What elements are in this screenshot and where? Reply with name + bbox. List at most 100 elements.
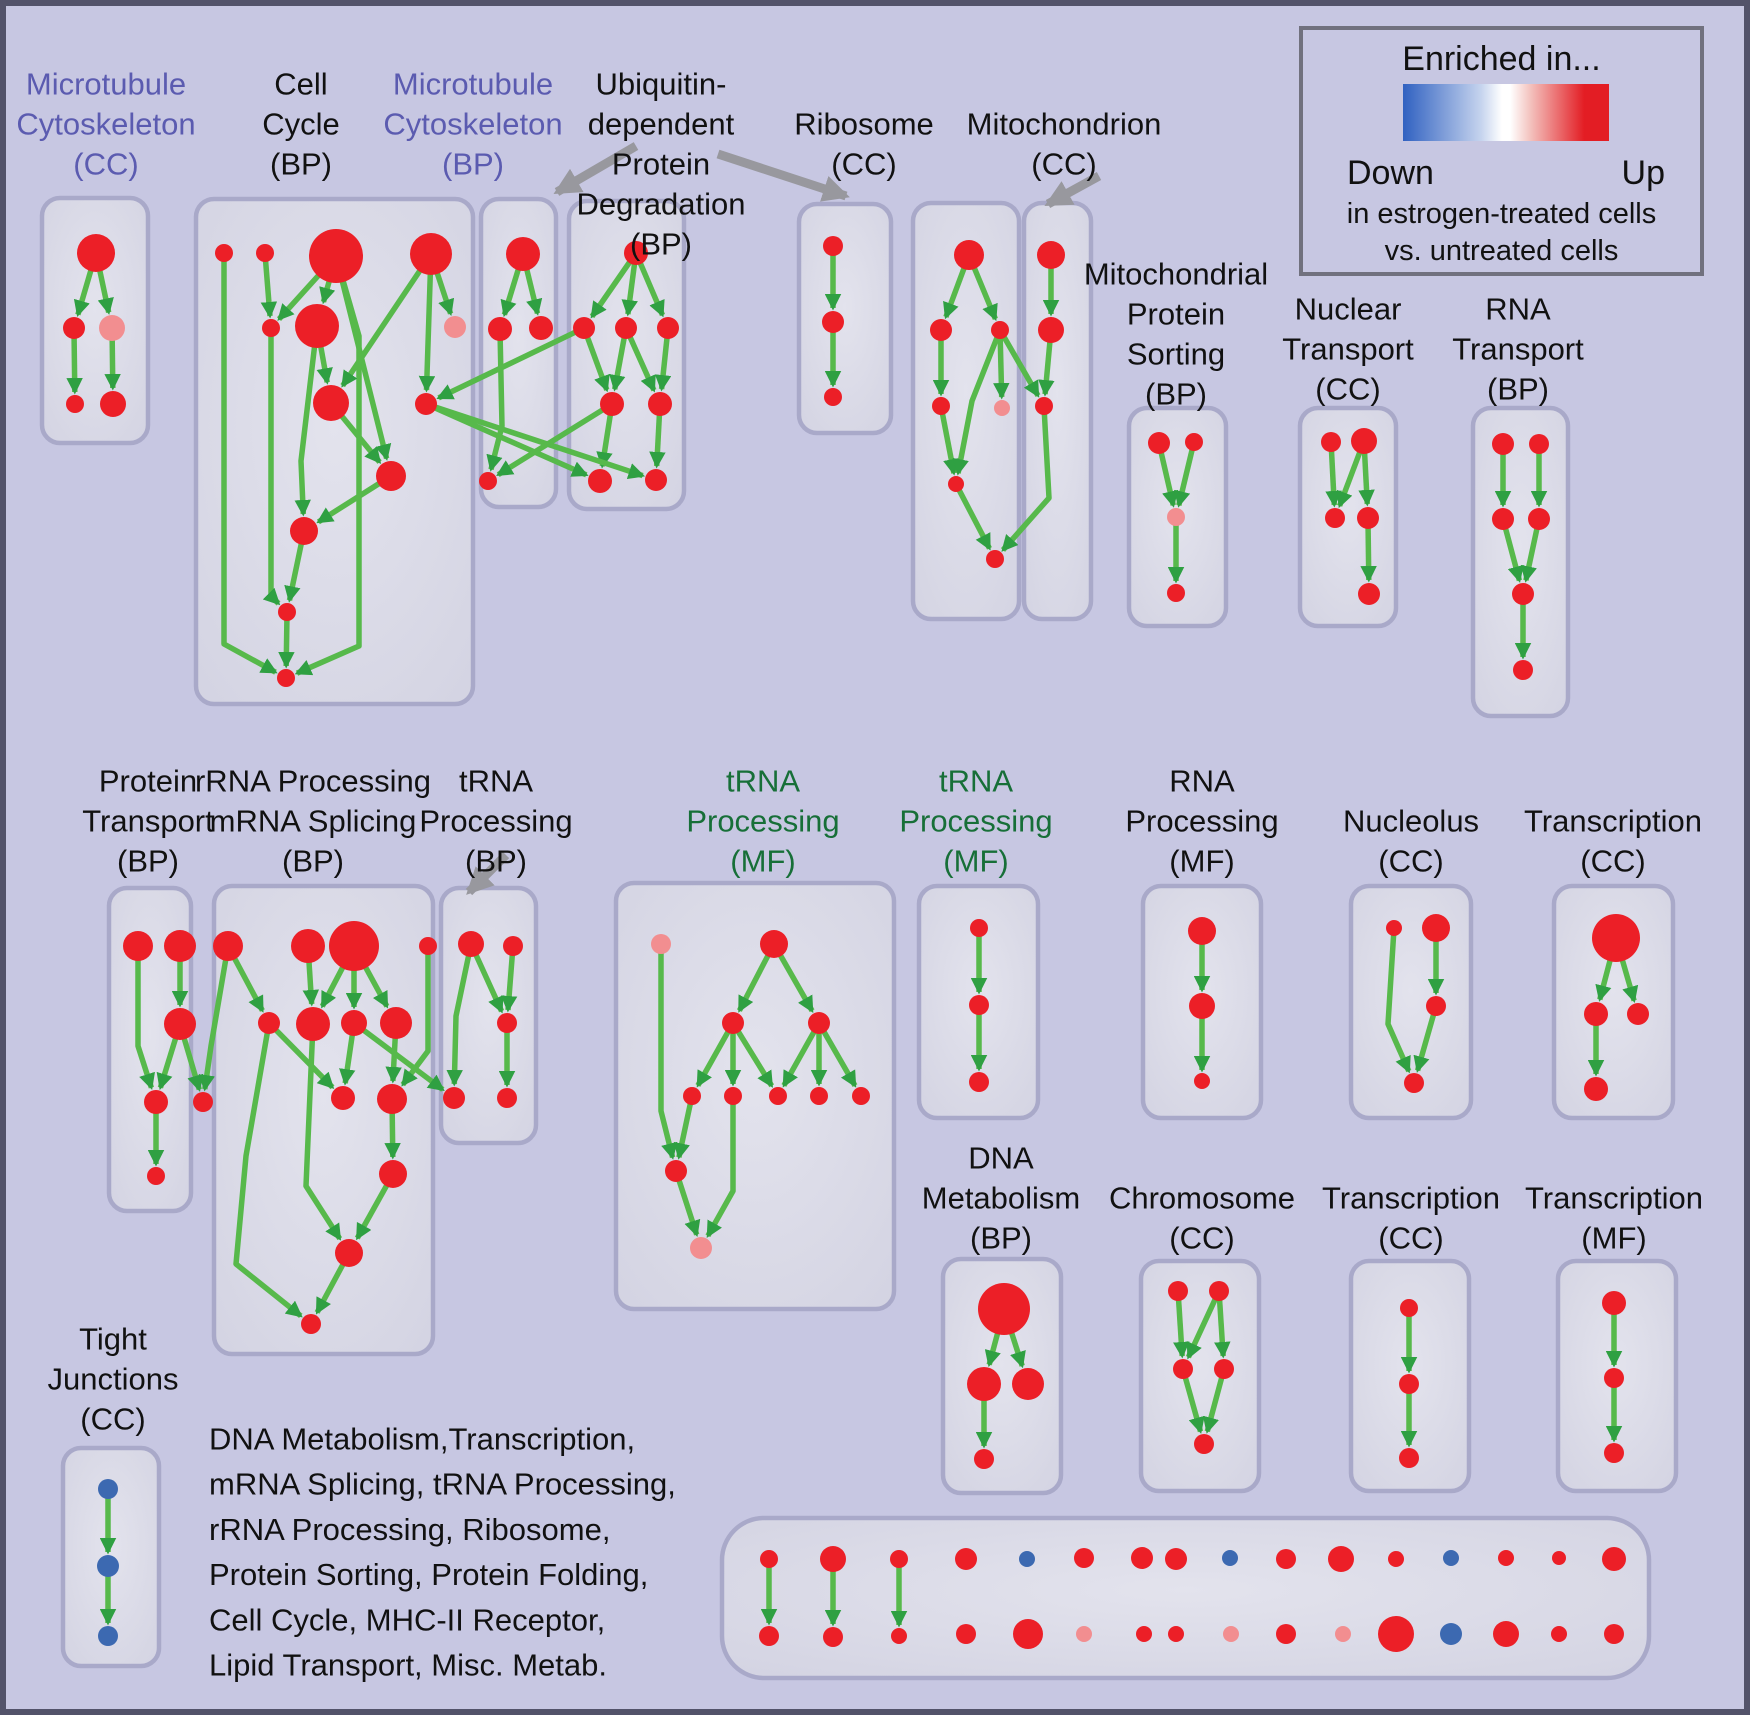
node-shared-misc-b9 [1223, 1626, 1239, 1642]
cluster-box-chromosome [1138, 1258, 1262, 1494]
edge-nucleolus-N1-N4 [1385, 934, 1412, 1074]
node-nucleolus-N2 [1422, 914, 1450, 942]
label-mito-sorting-line-3: Sorting [1127, 337, 1225, 372]
label-trna-mf-b-line-2: Processing [899, 804, 1052, 839]
node-cell-cycle-B [256, 244, 274, 262]
node-shared-misc-t12 [1388, 1551, 1404, 1567]
cluster-box-rrna [211, 883, 436, 1357]
cluster-box-dna-metabolism [940, 1256, 1064, 1496]
edge-rrna-L2-D1 [384, 1112, 401, 1160]
node-shared-misc-b14 [1493, 1621, 1519, 1647]
label-protein-transport-line-2: Transport [82, 804, 214, 839]
edge-protein-transport-PT1-PT4 [135, 960, 155, 1091]
node-microtubule-bp-MB3 [529, 316, 553, 340]
edge-rrna-M3-L1 [339, 1034, 356, 1086]
node-shared-misc-b11 [1335, 1626, 1351, 1642]
node-tight-junctions-TJ3 [98, 1626, 118, 1646]
node-microtubule-cc-MC4 [66, 395, 84, 413]
node-mitochondrion-MT2 [1038, 317, 1064, 343]
label-pointer-arrow-2 [716, 149, 850, 202]
label-tight-junctions-line-1: Tight [79, 1322, 147, 1357]
node-trna-mf-a-Bc [769, 1087, 787, 1105]
edge-rrna-M4-L2 [385, 1037, 402, 1084]
legend-subtitle-1: in estrogen-treated cells [1346, 198, 1657, 230]
edge-rrna-M2-C1 [303, 1039, 343, 1241]
label-transcription-cc-b-line-1: Transcription [1322, 1181, 1500, 1216]
node-shared-misc-b4 [956, 1624, 976, 1644]
edge-nuclear-transport-NT2-NT3 [1336, 451, 1363, 509]
shared-clusters-annotation-line-6: Lipid Transport, Misc. Metab. [209, 1648, 607, 1683]
node-shared-misc-b16 [1604, 1624, 1624, 1644]
node-chromosome-CH4 [1214, 1359, 1234, 1379]
layer-gray-arrows [465, 142, 1102, 896]
network-canvas: Microtubule Cytoskeleton (CC) Cell Cycle (BP)… [16, 67, 1703, 1683]
edge-rrna-M1-L1 [274, 1028, 335, 1090]
cluster-box-nuclear-transport [1297, 405, 1399, 629]
label-trna-mf-b-line-1: tRNA [939, 764, 1013, 799]
node-ribosome-RB1 [954, 240, 984, 270]
label-ubiquitin-line-1: Ubiquitin- [596, 67, 727, 102]
node-ribosome-RB6 [948, 476, 964, 492]
node-transcription-cc-b-TC3 [1399, 1448, 1419, 1468]
legend-title: Enriched in... [1402, 40, 1601, 78]
cross-edge-ubiquitin-a-U5-microtubule-bp-MB4 [496, 407, 605, 478]
node-shared-misc-t8 [1165, 1548, 1187, 1570]
label-microtubule-cc-line-2: Cytoskeleton [16, 107, 195, 142]
label-microtubule-cc-line-1: Microtubule [26, 67, 186, 102]
label-nucleolus-line-2: (CC) [1378, 844, 1443, 879]
node-trna-bp-T4 [443, 1087, 465, 1109]
edge-trna-mf-a-Ml-Bc [735, 1030, 775, 1088]
node-ubiquitin-a-U5 [600, 392, 624, 416]
node-trna-mf-a-Bd [810, 1087, 828, 1105]
cross-edge-ubiquitin-a-U2-cell-cycle-H [436, 329, 577, 401]
label-transcription-cc-a-line-1: Transcription [1524, 804, 1702, 839]
edge-chromosome-CH2-CH3 [1185, 1298, 1218, 1360]
layer-nodes [63, 229, 1649, 1652]
node-shared-misc-t5 [1019, 1551, 1035, 1567]
node-trna-mf-a-Pk [651, 934, 671, 954]
edge-ubiquitin-a-U5-U7 [596, 414, 614, 469]
edge-cell-cycle-C-L [294, 280, 362, 676]
edge-ubiquitin-a-U1-U2 [589, 260, 632, 319]
label-transcription-cc-a-line-2: (CC) [1580, 844, 1645, 879]
node-rrna-R3 [329, 921, 379, 971]
node-nucleolus-N3 [1426, 996, 1446, 1016]
label-mitochondrion-line-1: Mitochondrion [967, 107, 1162, 142]
node-shared-misc-t11 [1328, 1546, 1354, 1572]
label-rna-proc-mf-line-2: Processing [1125, 804, 1278, 839]
node-ribosome-RB7 [986, 550, 1004, 568]
node-ubiquitin-a-U6 [648, 392, 672, 416]
cluster-box-ubiquitin-b [796, 201, 894, 436]
node-nuclear-transport-NT1 [1321, 432, 1341, 452]
node-nuclear-transport-NT2 [1351, 428, 1377, 454]
edge-ubiquitin-a-U1-U3 [621, 263, 638, 317]
legend-subtitle-2: vs. untreated cells [1384, 235, 1619, 267]
label-ubiquitin-line-3: Protein [612, 147, 710, 182]
node-microtubule-cc-MC3 [99, 315, 125, 341]
node-trna-bp-T1 [458, 931, 484, 957]
cluster-box-protein-transport [106, 885, 194, 1214]
edge-microtubule-cc-MC2-MC4 [66, 337, 83, 395]
edge-trna-mf-a-Lo-Bp [676, 1179, 701, 1238]
edge-transcription-cc-a-TR1-TR3 [1619, 959, 1639, 1003]
label-trna-bp-line-3: (BP) [465, 844, 527, 879]
edge-cell-cycle-B-E [260, 260, 278, 319]
node-shared-misc-b13 [1440, 1623, 1462, 1645]
label-chromosome-line-1: Chromosome [1109, 1181, 1295, 1216]
node-trna-bp-T5 [497, 1088, 517, 1108]
node-nuclear-transport-NT4 [1357, 507, 1379, 529]
edge-ribosome-RB4-RB6 [939, 413, 960, 476]
node-nuclear-transport-NT3 [1325, 508, 1345, 528]
node-ubiquitin-a-U1 [624, 241, 648, 265]
label-microtubule-bp-line-1: Microtubule [393, 67, 553, 102]
edge-trna-mf-a-Pk-Lo [658, 953, 678, 1160]
label-transcription-mf-line-1: Transcription [1525, 1181, 1703, 1216]
label-dna-metabolism-line-3: (BP) [970, 1221, 1032, 1256]
node-shared-misc-b6 [1076, 1626, 1092, 1642]
node-shared-misc-t9 [1222, 1550, 1238, 1566]
node-rrna-M1 [258, 1012, 280, 1034]
edge-trna-bp-T1-T4 [446, 955, 472, 1087]
label-cell-cycle-line-2: Cycle [262, 107, 340, 142]
node-dna-metabolism-DM2 [967, 1367, 1001, 1401]
node-nucleolus-N1 [1386, 920, 1402, 936]
